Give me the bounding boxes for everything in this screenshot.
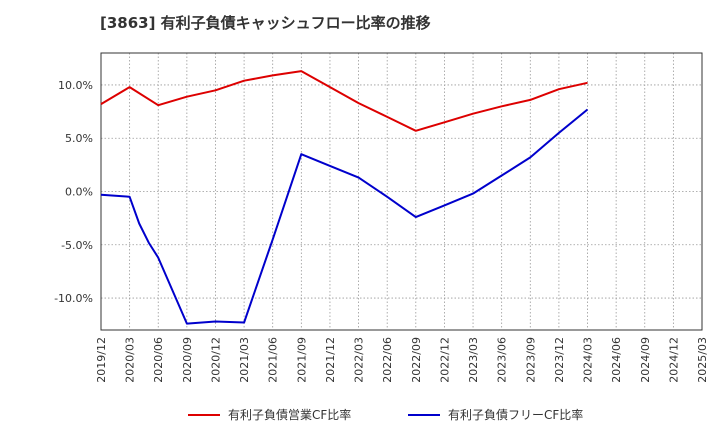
x-tick-label: 2025/03 [696, 337, 709, 383]
x-tick-label: 2021/09 [295, 337, 308, 383]
x-tick-label: 2019/12 [95, 337, 108, 383]
x-tick-label: 2023/09 [524, 337, 537, 383]
x-tick-label: 2020/09 [181, 337, 194, 383]
y-tick-label: 0.0% [65, 186, 93, 199]
x-tick-label: 2023/06 [496, 337, 509, 383]
x-tick-label: 2023/12 [553, 337, 566, 383]
x-tick-label: 2024/09 [639, 337, 652, 383]
x-tick-label: 2020/12 [209, 337, 222, 383]
x-tick-label: 2022/03 [353, 337, 366, 383]
series-line-2 [100, 108, 589, 325]
legend-label-2: 有利子負債フリーCF比率 [448, 407, 583, 422]
x-tick-label: 2024/03 [582, 337, 595, 383]
plot-frame [100, 52, 703, 331]
x-tick-label: 2020/06 [152, 337, 165, 383]
x-tick-label: 2021/06 [267, 337, 280, 383]
y-tick-label: -5.0% [61, 239, 93, 252]
x-tick-label: 2024/12 [667, 337, 680, 383]
x-tick-label: 2024/06 [610, 337, 623, 383]
chart-title: [3863] 有利子負債キャッシュフロー比率の推移 [100, 14, 431, 32]
x-tick-label: 2020/03 [124, 337, 137, 383]
x-tick-label: 2022/06 [381, 337, 394, 383]
x-tick-label: 2021/03 [238, 337, 251, 383]
plot-area [101, 53, 702, 330]
y-tick-label: -10.0% [54, 292, 93, 305]
x-tick-label: 2023/03 [467, 337, 480, 383]
legend-label-1: 有利子負債営業CF比率 [228, 407, 351, 422]
x-tick-label: 2022/09 [410, 337, 423, 383]
y-tick-label: 5.0% [65, 132, 93, 145]
series-line-1 [100, 70, 588, 132]
y-tick-label: 10.0% [58, 79, 93, 92]
x-tick-label: 2022/12 [438, 337, 451, 383]
x-tick-label: 2021/12 [324, 337, 337, 383]
